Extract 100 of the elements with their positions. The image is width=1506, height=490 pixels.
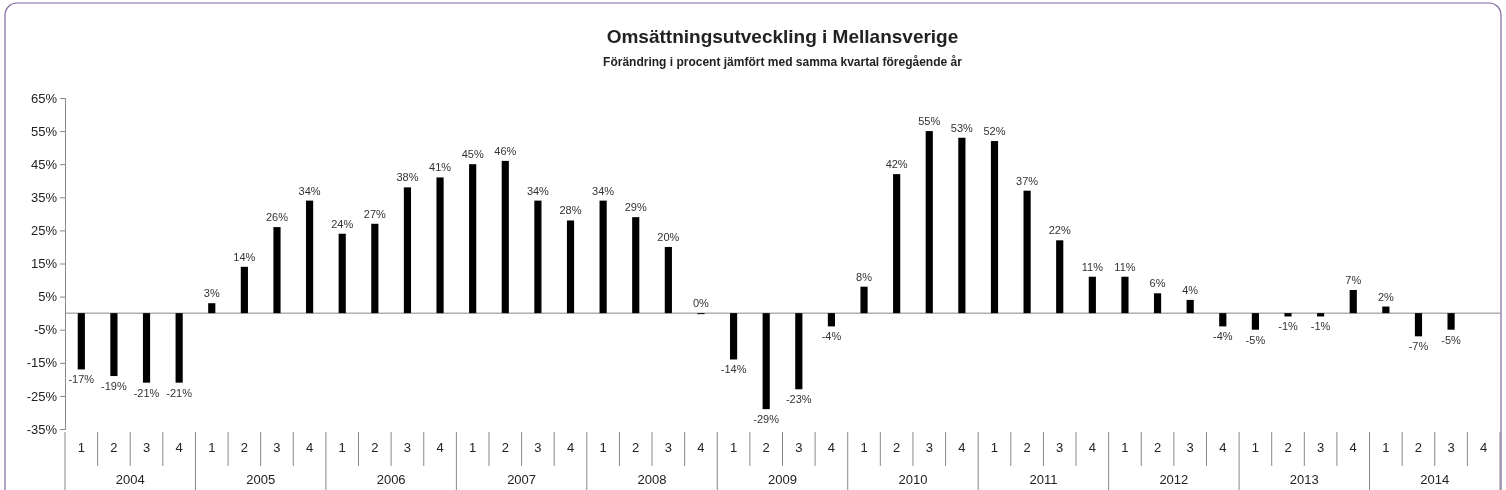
x-tick-label: 3 — [142, 440, 151, 455]
data-label: 7% — [1345, 273, 1362, 286]
text: 2005 — [246, 472, 276, 487]
bar — [599, 200, 607, 314]
data-label: 0% — [693, 297, 710, 310]
bar — [1251, 313, 1259, 330]
x-tick-label: 4 — [436, 440, 444, 455]
data-label: 52% — [983, 125, 1006, 138]
bar — [1153, 293, 1162, 314]
data-label: 37% — [1016, 174, 1039, 187]
bar — [632, 217, 640, 314]
y-tick-label: 35% — [30, 189, 58, 205]
x-tick-label: 1 — [990, 440, 999, 455]
data-label: 8% — [856, 270, 873, 283]
x-tick-label: 1 — [1382, 440, 1390, 455]
data-label: -5% — [1441, 333, 1462, 346]
data-label: -1% — [1278, 320, 1299, 333]
bar — [1056, 240, 1064, 314]
x-tick-label: 1 — [860, 440, 868, 455]
x-tick-label: 2 — [110, 440, 118, 455]
y-tick-label: 45% — [30, 156, 58, 172]
bar — [338, 233, 346, 314]
x-tick-label: 2 — [762, 440, 770, 455]
text: 2013 — [1289, 472, 1319, 487]
bar — [534, 200, 542, 314]
data-label: -29% — [753, 413, 780, 426]
x-tick-label: 2 — [371, 440, 379, 455]
data-label: 29% — [624, 201, 647, 214]
data-label: 42% — [885, 158, 908, 171]
bar — [990, 141, 999, 314]
text: 2010 — [898, 472, 928, 487]
bar — [110, 313, 118, 377]
chart-subtitle: Förändring i procent jämfört med samma kvartal föregående år — [603, 55, 963, 69]
bar — [664, 246, 672, 314]
data-label: 34% — [526, 184, 550, 197]
y-tick-label: 15% — [30, 256, 58, 272]
x-tick-label: 1 — [1121, 440, 1129, 455]
x-tick-label: 3 — [664, 440, 672, 455]
x-tick-label: 2 — [632, 440, 640, 455]
text: 2012 — [1159, 472, 1189, 487]
x-tick-label: 1 — [599, 440, 607, 455]
x-tick-label: 4 — [175, 440, 183, 455]
data-label: 22% — [1048, 224, 1071, 237]
x-tick-label: 4 — [566, 440, 575, 455]
x-tick-label: 3 — [925, 440, 933, 455]
bar — [306, 200, 314, 314]
y-tick-label: -5% — [33, 322, 58, 338]
x-tick-label: 1 — [729, 440, 738, 455]
data-label: 4% — [1182, 283, 1199, 296]
bar — [77, 313, 85, 370]
x-tick-label: 4 — [1088, 440, 1096, 455]
data-label: -4% — [821, 330, 842, 343]
x-tick-label: 4 — [827, 440, 836, 455]
bar — [436, 177, 444, 314]
data-label: 11% — [1081, 260, 1104, 273]
bar — [1121, 276, 1129, 314]
text: 2007 — [507, 472, 537, 487]
bar — [240, 266, 248, 314]
bar — [958, 137, 966, 314]
bar — [1186, 299, 1194, 314]
data-label: 41% — [429, 161, 452, 174]
bar — [1023, 190, 1031, 314]
text: 2014 — [1420, 472, 1450, 487]
x-tick-label: 1 — [208, 440, 216, 455]
data-label: -1% — [1310, 320, 1331, 333]
x-tick-label: 4 — [1219, 440, 1227, 455]
data-label: 20% — [657, 230, 680, 243]
x-tick-label: 2 — [501, 440, 509, 455]
bar — [860, 286, 868, 314]
x-tick-label: 2 — [893, 440, 901, 455]
data-label: -4% — [1213, 330, 1233, 343]
x-tick-label: 1 — [338, 440, 346, 455]
bar — [469, 164, 477, 314]
x-tick-label: 1 — [1251, 440, 1260, 455]
data-label: 34% — [298, 184, 321, 197]
data-label: 24% — [331, 217, 354, 230]
data-label: 28% — [559, 204, 582, 217]
y-tick-label: -25% — [26, 388, 58, 404]
data-label: 6% — [1149, 277, 1166, 290]
bar — [1414, 313, 1423, 337]
x-tick-label: 3 — [1056, 440, 1064, 455]
bar — [1284, 313, 1292, 317]
y-tick-label: 5% — [38, 289, 58, 305]
x-tick-label: 2 — [1023, 440, 1031, 455]
bar — [142, 313, 151, 383]
x-tick-label: 3 — [1447, 440, 1455, 455]
bar — [273, 227, 281, 314]
x-tick-label: 1 — [469, 440, 477, 455]
data-label: 38% — [396, 171, 419, 184]
x-tick-label: 4 — [958, 440, 966, 455]
bar — [1349, 289, 1357, 314]
y-tick-label: 65% — [30, 90, 58, 106]
bar — [501, 160, 509, 314]
data-label: -14% — [720, 363, 747, 376]
data-label: 27% — [363, 207, 387, 220]
x-tick-label: 4 — [697, 440, 705, 455]
data-label: 53% — [950, 121, 974, 134]
data-label: 11% — [1114, 260, 1136, 273]
x-tick-label: 2 — [1153, 440, 1162, 455]
x-tick-label: 4 — [1480, 440, 1488, 455]
